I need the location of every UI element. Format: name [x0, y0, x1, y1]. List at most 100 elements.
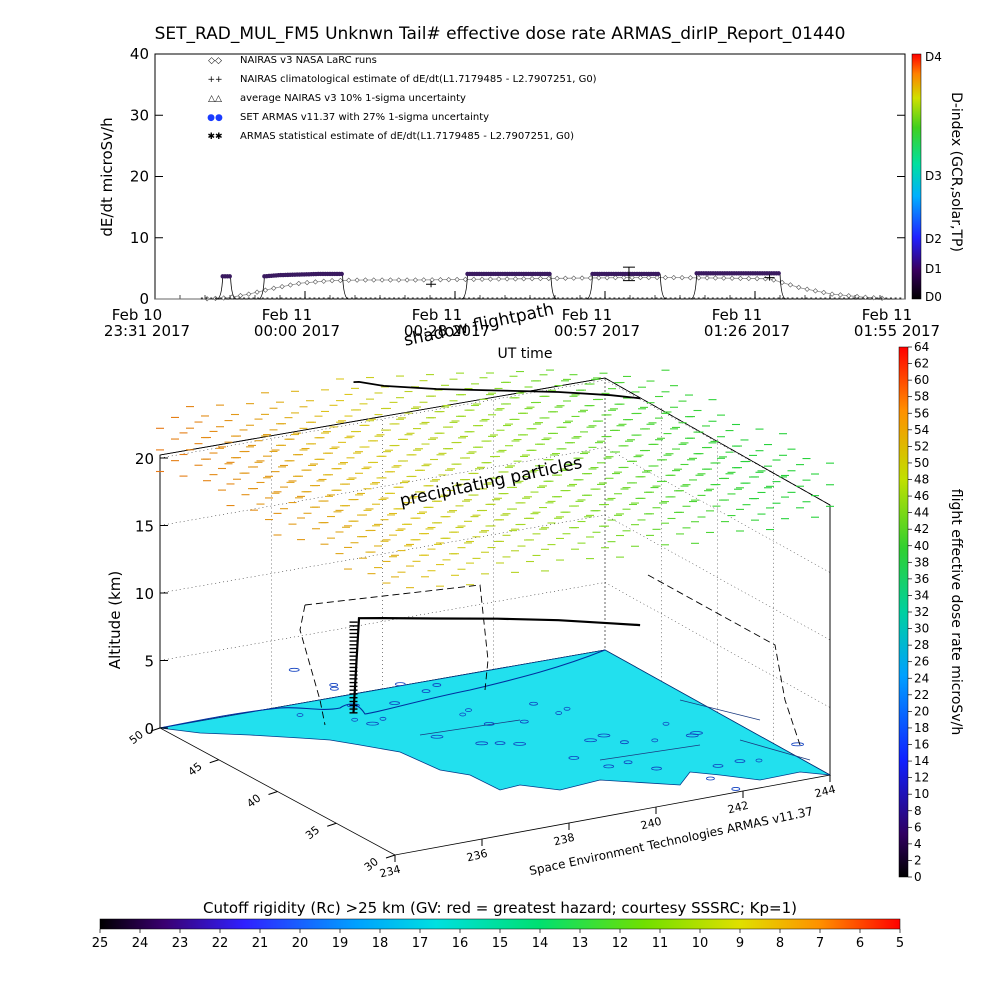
rc-tick-label: 5 [896, 936, 904, 951]
armas-baseline-marker [318, 297, 321, 300]
armas-baseline-marker [383, 297, 386, 300]
armas-baseline-marker [538, 297, 541, 300]
map-contour-blob [568, 755, 580, 760]
nairas-marker [587, 275, 594, 281]
latitude-tick-mark [150, 727, 161, 732]
map-boundary-line [679, 699, 761, 721]
nairas-marker [254, 289, 260, 295]
rc-tick-label: 25 [92, 936, 109, 951]
nairas-marker [279, 283, 285, 290]
armas-baseline-marker [266, 297, 269, 300]
armas-baseline-marker [533, 297, 536, 300]
nairas-marker [671, 274, 677, 281]
nairas-marker [712, 275, 719, 281]
armas-baseline-marker [374, 297, 377, 300]
z-axis-label: Altitude (km) [106, 571, 124, 669]
armas-baseline-marker [275, 297, 278, 300]
longitude-tick-label: 244 [813, 783, 837, 801]
nairas-marker [437, 277, 444, 283]
map-boundary-line [599, 744, 701, 761]
d-index-colorbar-label: D-index (GCR,solar,TP) [948, 92, 964, 252]
rc-tick-label: 24 [132, 936, 149, 951]
rc-tick-label: 15 [492, 936, 509, 951]
nairas-marker [562, 275, 569, 281]
map-ocean-region [159, 649, 831, 791]
armas-baseline-marker [763, 297, 766, 300]
armas-baseline-marker [679, 297, 681, 300]
armas-baseline-marker [688, 297, 691, 300]
map-contour-blob [712, 763, 724, 768]
nairas-marker [596, 275, 602, 281]
map-contour-blob [734, 759, 746, 763]
nairas-marker [704, 275, 710, 281]
map-contour-blob [685, 733, 699, 738]
armas-baseline-marker [880, 297, 883, 300]
armas-rise [690, 273, 698, 300]
map-contour-blob [731, 787, 741, 791]
dose-tick-label: 2 [914, 853, 922, 867]
top-x-tick-label-date: Feb 11 [862, 306, 912, 324]
nairas-marker [646, 274, 652, 281]
armas-baseline-marker [739, 297, 742, 300]
top-y-axis-label: dE/dt microSv/h [98, 117, 116, 236]
armas-baseline-marker [561, 297, 564, 300]
nairas-marker [304, 279, 310, 286]
armas-baseline-marker [472, 297, 475, 300]
nairas-marker [787, 282, 794, 288]
nairas-marker [221, 295, 227, 301]
nairas-marker [629, 274, 635, 281]
armas-baseline-marker [496, 297, 499, 300]
map-contour-blob [475, 741, 489, 746]
armas-baseline-marker [514, 297, 517, 300]
armas-baseline-marker [435, 297, 438, 300]
rc-tick-label: 7 [816, 936, 824, 951]
armas-baseline-marker [744, 297, 747, 300]
map-contour-blob [459, 712, 467, 717]
map-boundary-line [739, 739, 811, 761]
armas-rise [461, 273, 468, 300]
rc-tick-label: 21 [252, 936, 269, 951]
nairas-marker [829, 291, 835, 297]
map-boundary-line [419, 719, 521, 736]
nairas-marker [637, 274, 644, 281]
armas-fall [779, 273, 787, 300]
map-contour-blob [288, 667, 300, 672]
nairas-marker [512, 276, 519, 282]
armas-baseline-marker [219, 297, 222, 300]
armas-baseline-marker [571, 297, 574, 300]
armas-rise [586, 273, 593, 300]
armas-baseline-marker [805, 297, 808, 300]
nairas-marker [654, 274, 660, 281]
legend-symbol: ◇◇ [208, 56, 222, 66]
nairas-marker [296, 280, 302, 287]
nairas-marker [471, 276, 477, 282]
dose-tick-label: 20 [914, 704, 929, 718]
armas-baseline-marker [580, 297, 583, 300]
dose-tick-label: 6 [914, 820, 922, 834]
armas-baseline-marker [735, 297, 738, 300]
side-wall-gridline [604, 582, 831, 708]
nairas-marker [237, 292, 244, 299]
armas-baseline-marker [444, 297, 447, 300]
dose-tick-label: 12 [914, 771, 929, 785]
armas-baseline-marker [824, 297, 827, 300]
nairas-marker [662, 274, 669, 281]
map-contour-blob [620, 740, 629, 745]
rc-tick-label: 22 [212, 936, 229, 951]
rc-tick-label: 13 [572, 936, 589, 951]
armas-baseline-marker [782, 297, 785, 300]
dose-tick-label: 60 [914, 373, 929, 387]
nairas-marker [404, 277, 410, 283]
armas-baseline-marker [247, 297, 250, 300]
map-contour-blob [603, 764, 615, 769]
rc-tick-label: 20 [292, 936, 309, 951]
armas-baseline-marker [500, 297, 503, 300]
armas-baseline-marker [786, 297, 789, 300]
z-tick-label: 20 [135, 450, 154, 468]
armas-baseline-marker [402, 297, 405, 300]
map-contour-blob [432, 683, 442, 687]
dose-tick-label: 48 [914, 473, 929, 487]
nairas-marker [421, 277, 427, 283]
shadow-flightpath [299, 380, 801, 746]
